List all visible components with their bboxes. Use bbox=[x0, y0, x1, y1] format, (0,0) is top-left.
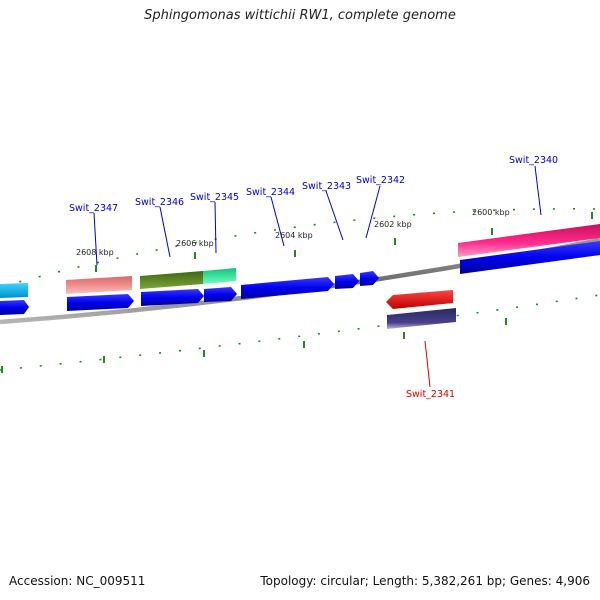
cds-arrow-swit-2340 bbox=[460, 241, 600, 274]
cds-arrow-swit-2345 bbox=[204, 287, 237, 302]
cds-arrow-swit-2344 bbox=[241, 277, 334, 299]
gene-label-swit-2342: Swit_2342 bbox=[356, 175, 405, 186]
gene-label-swit-2343: Swit_2343 bbox=[302, 181, 351, 192]
tick-label: 2606 kbp bbox=[176, 239, 214, 248]
cds-arrow-swit-2343 bbox=[335, 274, 359, 289]
map-title: Sphingomonas wittichii RW1, complete gen… bbox=[144, 8, 456, 23]
tick-marks bbox=[1, 212, 593, 373]
leader-swit-2346 bbox=[159, 206, 171, 258]
gene-label-swit-2347: Swit_2347 bbox=[69, 203, 118, 214]
tick-label: 2604 kbp bbox=[275, 231, 313, 240]
leader-swit-2342 bbox=[365, 185, 381, 239]
leader-swit-2344 bbox=[270, 196, 285, 247]
gene-label-swit-2344: Swit_2344 bbox=[246, 187, 295, 198]
gene-label-swit-2346: Swit_2346 bbox=[135, 197, 184, 208]
gene-label-swit-2340: Swit_2340 bbox=[509, 155, 558, 166]
leader-swit-2343 bbox=[325, 190, 344, 241]
cds-arrow-swit-2341 bbox=[386, 290, 453, 309]
gene-bar-swit-2346 bbox=[140, 271, 203, 289]
gene-bar-swit-2340 bbox=[458, 224, 600, 257]
tick-label: 2608 kbp bbox=[76, 248, 114, 257]
gene-bar-swit-2341 bbox=[387, 308, 456, 329]
gene-bar-swit-2347 bbox=[66, 276, 132, 294]
tick-label: 2600 kbp bbox=[472, 208, 510, 217]
leader-swit-2347 bbox=[93, 212, 98, 266]
leader-swit-2341 bbox=[424, 340, 431, 388]
gene-label-swit-2345: Swit_2345 bbox=[190, 192, 239, 203]
inner-scale-track bbox=[0, 294, 600, 371]
label-leaders bbox=[93, 165, 542, 388]
accession-text: Accession: NC_009511 bbox=[9, 574, 146, 588]
cds-arrow-swit-2347 bbox=[67, 294, 134, 311]
tick-label: 2602 kbp bbox=[374, 220, 412, 229]
leader-swit-2345 bbox=[214, 201, 217, 254]
gene-bar-cyan bbox=[0, 283, 28, 298]
cds-arrow bbox=[0, 300, 29, 315]
cds-arrow-swit-2342 bbox=[360, 271, 379, 286]
genome-summary-text: Topology: circular; Length: 5,382,261 bp… bbox=[260, 574, 590, 588]
leader-swit-2340 bbox=[534, 165, 542, 216]
cds-arrow-swit-2346 bbox=[141, 289, 204, 306]
gene-label-swit-2341: Swit_2341 bbox=[406, 389, 455, 400]
gene-bar-swit-2345 bbox=[203, 268, 236, 284]
